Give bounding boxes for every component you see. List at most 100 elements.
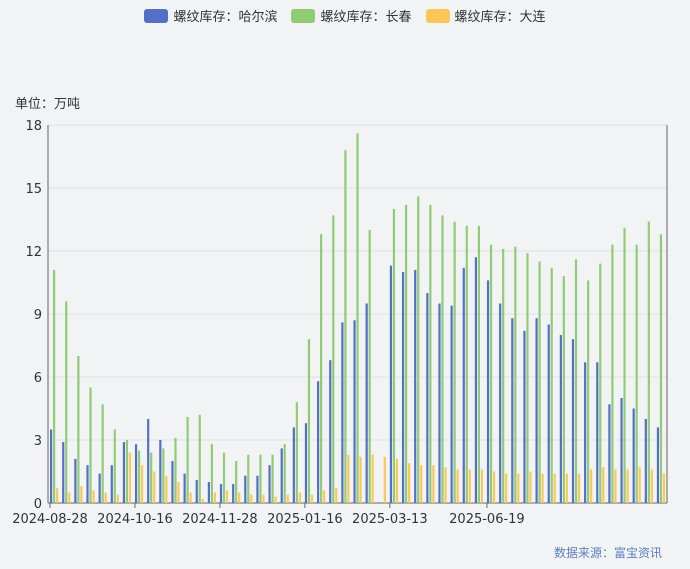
bar-dalian [262,494,265,503]
bar-dalian [165,475,168,503]
bar-changchun [635,244,638,503]
bar-dalian [274,496,277,503]
bar-dalian [238,492,241,503]
bar-changchun [113,429,116,503]
bar-harbin [329,360,332,503]
x-tick-label: 2024-11-28 [182,512,258,527]
x-tick-label: 2025-03-13 [352,512,428,527]
bar-changchun [210,444,213,503]
bar-changchun [623,227,626,503]
bar-harbin [159,440,162,503]
bar-harbin [365,303,368,503]
bar-dalian [505,473,508,503]
bar-harbin [389,265,393,503]
bar-dalian [189,492,192,503]
bar-dalian [250,494,253,503]
bar-changchun [125,440,129,503]
bar-dalian [395,458,399,503]
bar-dalian [553,473,556,503]
bar-dalian [56,488,59,503]
bar-changchun [344,150,347,503]
bar-dalian [383,456,386,503]
bar-changchun [477,225,481,504]
legend-swatch-harbin [144,8,169,23]
bar-changchun [392,209,396,503]
y-tick-label: 3 [34,434,42,449]
legend-label-harbin: 螺纹库存：哈尔滨 [173,10,278,25]
legend-item-changchun[interactable]: 螺纹库存：长春 [291,6,412,25]
bar-harbin [596,362,599,503]
bar-changchun [453,221,456,503]
bar-dalian [104,492,107,503]
bar-harbin [656,427,660,503]
x-tick-label: 2025-01-16 [267,512,343,527]
bar-harbin [474,257,478,503]
bar-dalian [650,469,653,503]
bar-harbin [438,303,441,503]
bar-changchun [538,261,541,503]
bar-dalian [444,467,447,503]
bar-changchun [659,234,663,503]
bar-harbin [62,442,65,503]
bar-harbin [644,419,647,503]
bar-changchun [368,230,371,503]
legend-item-dalian[interactable]: 螺纹库存：大连 [425,6,546,25]
bar-changchun [150,452,153,503]
bar-harbin [171,461,174,503]
bar-harbin [353,320,356,503]
bar-dalian [80,486,83,503]
bar-changchun [320,234,323,503]
bar-dalian [492,471,496,503]
bar-harbin [547,324,550,503]
bar-dalian [432,465,435,503]
bar-dalian [541,473,544,503]
bar-harbin [147,419,150,503]
bar-dalian [128,452,132,503]
bar-changchun [174,437,177,503]
x-tick-label: 2025-06-19 [449,512,525,527]
bar-changchun [489,244,493,503]
bar-changchun [599,263,602,503]
y-tick-label: 18 [25,119,42,134]
bar-chart: 0 3 6 9 12 15 18 2024-08-28 2024-10-16 2024-11-28… [12,119,668,527]
bar-dalian [529,471,532,503]
bar-harbin [280,448,283,503]
bar-dalian [662,473,666,503]
bar-harbin [50,429,53,503]
bar-changchun [283,444,286,503]
bar-harbin [74,458,77,503]
bar-harbin [292,427,295,503]
legend-swatch-dalian [425,8,450,23]
bar-dalian [456,469,459,503]
bar-changchun [526,253,529,503]
bar-changchun [137,450,141,503]
x-tick-label: 2024-08-28 [12,512,88,527]
bar-dalian [565,473,568,503]
bar-harbin [620,398,623,503]
bar-harbin [122,442,126,503]
bar-changchun [89,387,92,503]
bar-harbin [256,475,259,503]
bar-harbin [632,408,635,503]
bar-harbin [86,465,89,503]
bar-harbin [559,335,562,503]
bar-changchun [162,448,165,503]
legend-item-harbin[interactable]: 螺纹库存：哈尔滨 [144,6,277,25]
bar-harbin [511,318,514,503]
bar-dalian [420,465,423,503]
bar-dalian [286,494,289,503]
bar-dalian [323,490,326,503]
bar-changchun [65,301,68,503]
bar-harbin [232,484,235,503]
bar-dalian [614,469,617,503]
bar-changchun [101,404,104,503]
bar-dalian [371,454,374,503]
bar-changchun [587,280,590,503]
bar-harbin [608,404,611,503]
data-source-label: 数据来源：富宝资讯 [553,546,662,560]
bar-dalian [116,494,119,503]
bar-harbin [450,305,453,503]
y-tick-label: 9 [34,308,42,323]
bar-harbin [134,444,138,503]
bar-dalian [225,490,229,503]
